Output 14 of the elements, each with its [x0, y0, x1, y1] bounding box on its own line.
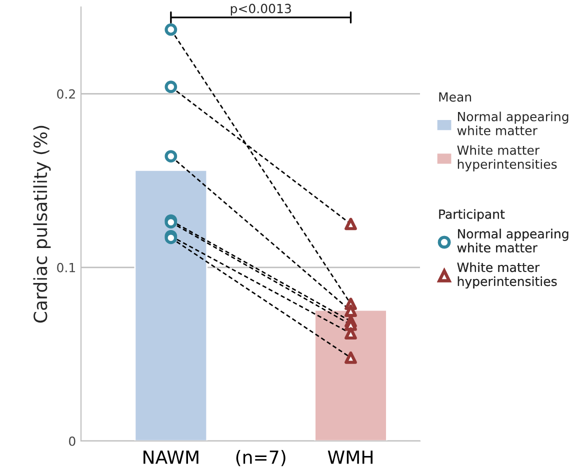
y-tick-label: 0.1 [57, 262, 75, 272]
x-tick-label: NAWM [144, 450, 198, 464]
y-axis-title: Cardiac pulsatility (%) [33, 126, 51, 323]
legend-label: Normal appearing white matter [457, 228, 568, 252]
legend-label: Normal appearing white matter [457, 112, 568, 136]
annotation: p<0.0013 [230, 4, 291, 16]
legend-label: White matter hyperintensities [457, 145, 557, 172]
text: Mean [439, 92, 472, 102]
x-tick-label: WMH [328, 450, 372, 464]
legend-label: White matter hyperintensities [457, 262, 557, 288]
text: Participant [439, 209, 505, 222]
y-tick-label: 0 [69, 436, 76, 446]
x-tick-label: (n=7) [236, 450, 286, 466]
y-tick-label: 0.2 [57, 89, 75, 99]
